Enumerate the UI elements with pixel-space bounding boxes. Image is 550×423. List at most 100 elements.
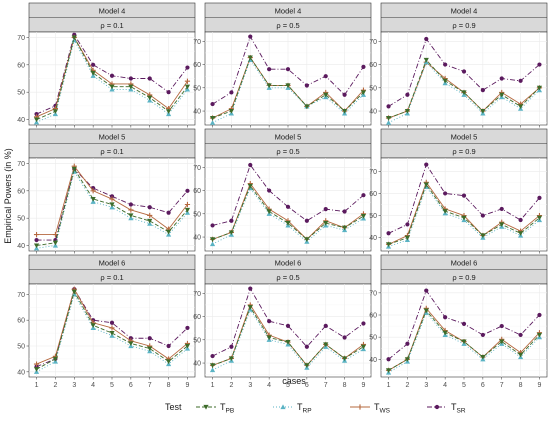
y-tick-label: 70 [193, 165, 201, 172]
data-point-SR [166, 210, 171, 215]
x-tick-label: 2 [53, 382, 57, 389]
panel-model-label: Model 5 [99, 133, 126, 142]
data-point-SR [361, 321, 366, 326]
x-tick-label: 8 [167, 382, 171, 389]
data-point-SR [405, 341, 410, 346]
data-point-PB [266, 83, 272, 89]
data-point-PB [536, 215, 543, 221]
series-SR [386, 36, 542, 109]
series-line-RP [212, 58, 364, 124]
data-point-PB [228, 108, 235, 114]
data-point-PB [442, 78, 448, 84]
data-point-SR [229, 218, 234, 223]
data-point-SR [323, 323, 328, 328]
data-point-PB [184, 84, 191, 90]
panel-model-label: Model 4 [275, 7, 302, 16]
series-line-RP [36, 38, 188, 123]
data-point-SR [210, 353, 215, 359]
data-point-PB [442, 330, 448, 336]
series-SR [386, 288, 542, 362]
data-point-SR [285, 323, 291, 328]
legend-label: TPB [220, 402, 234, 415]
panel-model-label: Model 6 [275, 259, 302, 268]
panel-rho-label: ρ = 0.5 [276, 21, 299, 30]
data-point-PB [52, 240, 59, 246]
data-point-PB [165, 359, 172, 365]
data-point-PB [360, 344, 367, 350]
x-tick-label: 9 [186, 382, 190, 389]
data-point-PB [247, 55, 253, 61]
panel-grid: Model 4 ρ = 0.1 40 50 60 70 1 2 3 4 5 6 7 8 9 Model 4 ρ … [17, 2, 548, 389]
data-point-PB [184, 207, 191, 213]
x-tick-label: 6 [305, 382, 309, 389]
data-point-SR [342, 209, 347, 214]
data-point-RP [385, 120, 392, 125]
x-tick-label: 3 [248, 382, 252, 389]
data-point-PB [385, 242, 392, 247]
panel-rho-label: ρ = 0.5 [276, 147, 299, 156]
data-point-SR [443, 191, 448, 196]
panel-model-label: Model 4 [451, 7, 478, 16]
legend-entry-SR: TSR [427, 402, 466, 415]
data-point-PB [228, 230, 235, 235]
data-point-PB [90, 323, 96, 328]
data-point-WS [33, 231, 40, 238]
series-SR [210, 162, 366, 228]
data-point-PB [71, 35, 77, 41]
data-point-PB [247, 305, 253, 310]
data-point-PB [323, 342, 329, 348]
data-point-SR [210, 223, 215, 228]
y-tick-label: 60 [17, 62, 25, 69]
data-point-PB [285, 83, 291, 89]
data-point-PB [109, 331, 115, 336]
data-point-PB [147, 95, 153, 101]
data-point-WS [109, 196, 115, 202]
x-tick-label: 8 [519, 382, 523, 389]
legend-entry-RP: TRP [273, 402, 312, 415]
data-point-SR [323, 74, 328, 79]
legend-marker [434, 404, 440, 410]
data-point-PB [423, 308, 429, 314]
data-point-SR [518, 78, 523, 83]
legend-label: TRP [297, 402, 312, 415]
series-line-RP [212, 308, 364, 371]
data-point-SR [480, 88, 485, 93]
data-point-PB [385, 115, 392, 121]
data-point-PB [147, 346, 153, 352]
x-tick-label: 4 [443, 382, 447, 389]
data-point-PB [33, 367, 40, 372]
data-point-PB [33, 117, 40, 123]
data-point-SR [34, 237, 39, 243]
data-point-PB [461, 90, 467, 96]
data-point-PB [423, 57, 429, 63]
data-point-PB [323, 221, 329, 226]
data-point-PB [184, 343, 191, 349]
series-PB [209, 305, 367, 368]
y-tick-label: 60 [17, 318, 25, 325]
x-tick-label: 9 [362, 382, 366, 389]
data-point-PB [341, 356, 348, 361]
data-point-SR [34, 111, 39, 117]
data-point-PB [461, 215, 467, 221]
data-point-PB [461, 339, 467, 345]
series-line-PB [212, 184, 364, 240]
series-SR [386, 162, 542, 236]
series-PB [385, 308, 543, 373]
x-tick-label: 5 [462, 382, 466, 389]
data-point-SR [267, 67, 272, 72]
y-tick-label: 70 [369, 290, 377, 297]
series-SR [210, 34, 366, 107]
data-point-PB [536, 85, 543, 91]
data-point-SR [480, 332, 485, 338]
data-point-SR [386, 357, 391, 362]
data-point-SR [166, 343, 171, 349]
x-tick-label: 3 [72, 382, 76, 389]
data-point-PB [33, 243, 40, 249]
x-tick-label: 8 [343, 382, 347, 389]
x-tick-label: 1 [35, 382, 39, 389]
data-point-PB [147, 218, 153, 224]
y-tick-label: 40 [17, 243, 25, 250]
x-tick-label: 7 [324, 382, 328, 389]
series-line-SR [36, 168, 188, 241]
